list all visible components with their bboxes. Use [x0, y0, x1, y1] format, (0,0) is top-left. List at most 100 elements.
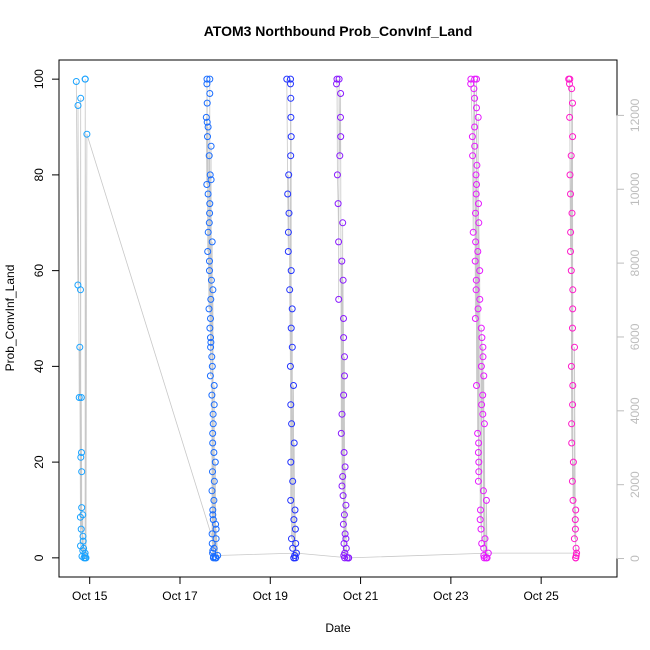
data-point — [474, 429, 482, 437]
data-point — [82, 554, 90, 562]
data-point — [335, 295, 343, 303]
x-axis-label: Date — [325, 621, 351, 635]
data-point — [287, 496, 295, 504]
data-point — [471, 123, 479, 131]
data-point — [210, 382, 218, 389]
data-point — [339, 219, 347, 227]
data-point — [208, 238, 216, 246]
data-point — [477, 362, 485, 370]
data-point — [206, 200, 214, 208]
data-point — [212, 525, 220, 533]
data-point — [472, 276, 480, 284]
data-point — [480, 372, 488, 380]
data-point — [473, 382, 480, 389]
data-point — [477, 525, 485, 533]
data-point — [569, 458, 577, 466]
data-point — [569, 382, 577, 389]
data-points — [72, 75, 581, 562]
data-point — [476, 516, 484, 524]
data-point — [479, 353, 487, 361]
data-point — [83, 130, 91, 138]
data-point — [342, 544, 350, 552]
data-point — [469, 152, 477, 160]
data-point — [342, 535, 350, 543]
data-point — [471, 257, 479, 265]
y-tick-label: 0 — [32, 554, 46, 561]
data-point — [203, 99, 211, 107]
y-tick-label: 20 — [32, 455, 46, 469]
data-point — [474, 248, 482, 255]
data-point — [340, 391, 348, 399]
data-point — [290, 439, 298, 447]
data-point — [206, 75, 214, 83]
data-point — [206, 171, 214, 179]
data-point — [571, 343, 578, 351]
data-point — [334, 200, 342, 208]
data-point — [570, 535, 578, 543]
data-point — [572, 506, 580, 514]
data-point — [205, 305, 213, 313]
data-point — [566, 113, 574, 121]
trace-line — [568, 79, 577, 558]
data-point — [472, 190, 480, 198]
data-point — [209, 286, 217, 294]
data-point — [340, 315, 347, 322]
data-point — [568, 439, 576, 447]
data-point — [79, 532, 87, 540]
data-point — [484, 549, 492, 557]
data-point — [572, 554, 580, 562]
x-tick-label: Oct 25 — [523, 589, 559, 603]
data-point — [210, 496, 218, 504]
data-point — [475, 468, 483, 476]
y-tick-label: 60 — [32, 264, 46, 278]
data-point — [209, 420, 217, 428]
data-point — [207, 343, 215, 351]
y2-tick-label: 8000 — [628, 249, 642, 276]
data-point — [207, 338, 215, 346]
data-point — [567, 190, 574, 198]
data-point — [287, 458, 295, 466]
data-point — [475, 439, 483, 447]
data-point — [338, 482, 346, 490]
data-point — [283, 75, 291, 83]
y-axis: 0 20 40 60 80 100 — [32, 69, 60, 561]
data-point — [81, 75, 89, 83]
data-point — [472, 171, 480, 179]
data-point — [77, 453, 85, 461]
data-point — [206, 324, 214, 332]
data-point — [337, 429, 345, 437]
data-point — [568, 477, 576, 485]
data-point — [473, 75, 480, 83]
data-point — [572, 544, 580, 552]
data-point — [474, 113, 482, 121]
data-point — [287, 133, 295, 141]
data-point — [208, 391, 216, 399]
data-point — [474, 449, 482, 456]
data-point — [204, 190, 212, 198]
data-point — [284, 248, 292, 255]
data-point — [207, 295, 215, 303]
data-point — [471, 142, 479, 150]
data-point — [569, 496, 577, 504]
data-point — [335, 238, 343, 246]
data-point — [340, 449, 348, 456]
data-point — [289, 477, 297, 485]
data-point — [75, 394, 83, 401]
data-point — [80, 544, 88, 552]
data-point — [207, 315, 214, 322]
trace-lines — [75, 79, 577, 559]
data-point — [284, 228, 292, 236]
y-axis-label: Prob_ConvInf_Land — [3, 265, 17, 372]
data-point — [205, 219, 213, 227]
data-point — [472, 238, 480, 246]
data-point — [81, 549, 89, 557]
data-point — [72, 78, 80, 85]
data-point — [76, 513, 84, 521]
data-point — [470, 85, 478, 93]
data-point — [202, 113, 210, 121]
trace-line — [286, 79, 297, 558]
data-point — [566, 75, 574, 83]
data-point — [77, 286, 84, 294]
data-point — [335, 75, 343, 83]
